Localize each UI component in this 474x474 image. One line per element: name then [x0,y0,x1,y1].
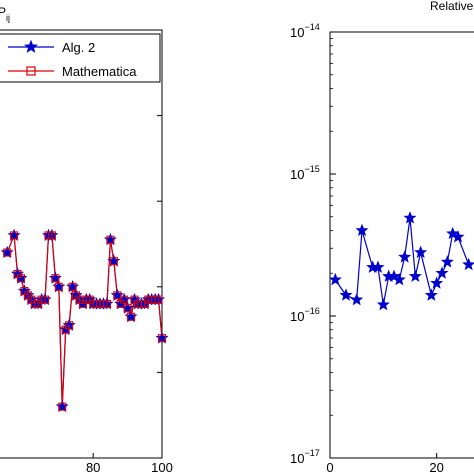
data-point-mathematica [51,274,60,283]
data-point-relative-error [408,269,422,282]
data-point-alg-2 [48,271,62,284]
data-point-mathematica [120,295,129,304]
data-point-relative-error [350,292,364,306]
data-point-mathematica [157,334,167,343]
data-point-mathematica [113,291,122,300]
left-axes-box [0,29,163,459]
data-point-relative-error [355,223,369,237]
data-point-mathematica [154,295,163,304]
left-series-group [0,228,169,413]
right-y-tick-label: 10−14 [290,22,320,40]
right-y-tick-label: 10−15 [290,164,320,182]
data-point-mathematica [16,274,26,283]
left-y-ticks [157,115,162,373]
data-point-relative-error [328,272,342,286]
legend-label-alg2: Alg. 2 [62,40,95,55]
legend-marker-mathematica [26,66,36,76]
right-x-tick-label: 20 [429,460,443,474]
data-point-mathematica [126,312,136,321]
data-point-mathematica [65,321,74,330]
right-y-ticks: 10−14 10−15 10−16 10−17 [290,22,336,466]
data-point-alg-2 [107,254,121,267]
data-point-alg-2 [155,331,169,344]
data-point-alg-2 [103,232,117,246]
left-plot-panel: Pij 80 100 Alg. 2 Mathematica [0,5,173,474]
data-point-relative-error [446,226,460,240]
left-x-tick-label: 80 [86,460,100,474]
data-point-alg-2 [55,399,69,413]
data-point-relative-error [430,276,444,289]
legend-star-icon [24,39,38,53]
data-point-alg-2 [0,245,14,259]
right-axes-box [329,31,474,459]
data-point-alg-2 [52,279,66,293]
data-point-mathematica [10,231,19,240]
data-point-mathematica [106,235,115,244]
left-x-ticks: 80 100 [86,453,173,474]
data-point-relative-error [414,245,428,259]
data-point-relative-error [392,272,406,286]
legend: Alg. 2 Mathematica [0,33,161,83]
right-y-tick-label: 10−17 [290,448,320,466]
data-point-alg-2 [110,288,124,301]
data-point-relative-error [451,230,465,243]
data-point-alg-2 [121,301,135,314]
data-point-alg-2 [66,279,80,293]
data-point-mathematica [3,248,12,257]
right-plot-panel: Relative 10−14 10−15 10−16 10−17 0 20 [290,0,474,474]
right-x-ticks: 0 20 [326,453,444,474]
data-point-relative-error [376,297,390,311]
data-point-mathematica [68,282,77,291]
data-point-relative-error [462,257,474,271]
data-point-relative-error [440,255,454,268]
legend-marker-alg2 [24,39,38,53]
data-point-mathematica [54,282,63,291]
data-point-alg-2 [124,309,138,323]
data-point-relative-error [403,211,417,224]
data-point-mathematica [40,295,50,304]
data-point-relative-error [398,250,412,263]
data-point-mathematica [123,304,132,313]
data-point-relative-error [424,288,438,301]
data-point-relative-error [371,260,385,273]
legend-label-mathematica: Mathematica [62,64,137,79]
data-point-mathematica [47,231,56,240]
data-point-relative-error [339,288,353,301]
left-plot-title: Pij [0,5,10,23]
data-point-mathematica [58,402,67,411]
data-point-mathematica [109,257,118,266]
left-x-tick-label: 100 [151,460,173,474]
right-x-tick-label: 0 [326,460,333,474]
data-point-relative-error [435,266,449,279]
right-plot-title: Relative [430,0,474,13]
right-series-group [328,211,474,311]
right-y-tick-label: 10−16 [290,306,320,324]
data-point-mathematica [102,299,112,308]
data-point-alg-2 [7,228,21,241]
data-point-relative-error [387,269,401,282]
